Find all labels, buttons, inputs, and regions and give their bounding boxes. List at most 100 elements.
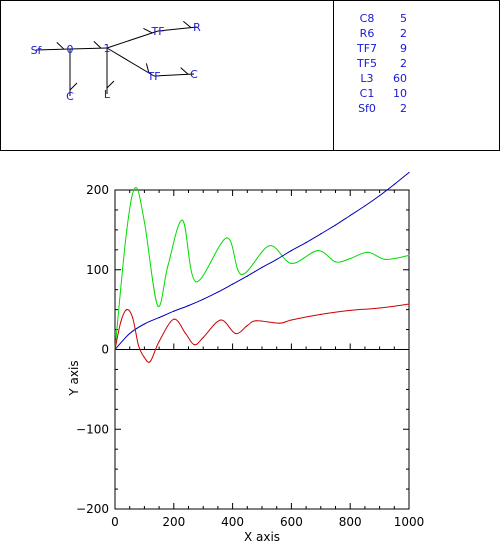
bond-graph-node-label: C [190, 68, 198, 81]
y-tick-label: −200 [76, 502, 109, 516]
series-point-blue [393, 183, 395, 186]
bond-half-arrow [180, 67, 189, 75]
series-point-red [114, 348, 116, 351]
parameter-name: C1 [360, 87, 375, 100]
series-point-blue [364, 205, 366, 207]
series-point-red [279, 322, 281, 324]
bond-half-arrow [69, 82, 78, 91]
series-point-green [182, 219, 184, 221]
x-tick-label: 800 [339, 515, 362, 529]
series-point-red [349, 309, 351, 312]
series-point-red [379, 307, 381, 309]
parameter-name: TF5 [356, 57, 377, 70]
series-point-red [137, 344, 140, 347]
data-series [114, 171, 410, 363]
series-point-blue [129, 332, 131, 335]
bond-graph-node-label: 0 [67, 43, 74, 56]
series-point-blue [246, 275, 248, 277]
bond-graph-bonds [35, 20, 198, 96]
series-point-red [120, 320, 122, 323]
bond-half-arrow [106, 80, 115, 89]
series-line-blue [114, 172, 410, 350]
y-tick-label: 200 [86, 183, 109, 197]
bond-half-arrow [56, 42, 65, 50]
series-point-green [195, 281, 197, 283]
parameter-table: C8 5 R6 2 TF7 9 TF5 2 L3 60 C1 10 Sf0 2 [356, 12, 407, 115]
parameter-value: 10 [393, 87, 407, 100]
series-point-blue [290, 250, 292, 252]
series-point-red [149, 360, 151, 363]
series-point-blue [232, 283, 234, 285]
bond-graph-node-label: L [104, 88, 111, 101]
series-point-green [240, 273, 243, 276]
bond-graph-node-label: TF [150, 25, 164, 38]
parameter-value: 2 [400, 27, 407, 40]
parameter-value: 60 [393, 72, 407, 85]
bond-line [106, 47, 155, 77]
bond-half-arrow [93, 40, 102, 49]
series-point-red [255, 320, 257, 322]
bond-graph-node-label: 1 [104, 42, 111, 55]
bond-graph-node-label: TF [146, 70, 160, 83]
series-point-red [184, 332, 187, 335]
series-point-blue [276, 258, 278, 260]
series-point-blue [334, 224, 337, 226]
series-point-green [290, 262, 292, 264]
bond-half-arrow [183, 20, 192, 28]
x-tick-label: 0 [111, 515, 119, 529]
series-point-red [193, 344, 195, 346]
y-tick-label: −100 [76, 422, 109, 436]
series-point-red [202, 336, 204, 339]
series-point-blue [202, 298, 204, 300]
series-point-blue [379, 194, 381, 197]
series-point-green [367, 251, 369, 253]
series-point-blue [305, 242, 307, 244]
series-point-green [143, 221, 145, 223]
series-point-red [220, 319, 222, 321]
series-point-green [334, 261, 337, 263]
series-point-green [226, 237, 228, 239]
series-point-red [173, 318, 175, 320]
x-tick-label: 600 [280, 515, 303, 529]
x-axis-label: X axis [244, 530, 280, 544]
bond-line [106, 30, 159, 49]
series-point-green [268, 245, 270, 247]
diagram-frame [0, 0, 500, 151]
series-point-blue [158, 317, 160, 319]
series-point-blue [261, 266, 263, 268]
series-point-red [143, 356, 145, 359]
bond-half-arrow [145, 63, 150, 74]
bond-graph-node-label: Sf [31, 44, 43, 57]
series-point-green [317, 250, 319, 252]
y-tick-label: 100 [86, 263, 109, 277]
parameter-value: 2 [400, 102, 407, 115]
series-point-green [157, 305, 159, 307]
series-point-red [158, 340, 160, 343]
bond-graph-diagram: Sf 0 1 C L TF R TF C [31, 20, 202, 103]
axis-ticks: 0 200 400 600 800 1000 −200 −100 0 100 200 [76, 183, 424, 529]
bond-graph-nodes: Sf 0 1 C L TF R TF C [31, 21, 202, 103]
series-point-green [167, 265, 169, 267]
series-point-red [290, 319, 292, 321]
y-axis-label: Y axis [67, 360, 81, 396]
bond-line [35, 48, 71, 51]
parameter-value: 9 [400, 42, 407, 55]
parameter-name: C8 [360, 12, 375, 25]
parameter-value: 5 [400, 12, 407, 25]
parameter-name: R6 [360, 27, 375, 40]
series-point-blue [217, 291, 219, 293]
parameter-value: 2 [400, 57, 407, 70]
series-point-red [132, 317, 134, 319]
parameter-name: L3 [360, 72, 373, 85]
series-point-green [349, 257, 351, 260]
bond-line [69, 47, 108, 50]
y-tick-label: 0 [101, 343, 109, 357]
series-point-blue [187, 305, 190, 307]
bond-graph-node-label: R [193, 21, 201, 34]
bond-graph-node-label: C [66, 90, 74, 103]
series-point-red [320, 313, 322, 316]
x-tick-label: 200 [162, 515, 185, 529]
series-point-blue [320, 233, 322, 235]
